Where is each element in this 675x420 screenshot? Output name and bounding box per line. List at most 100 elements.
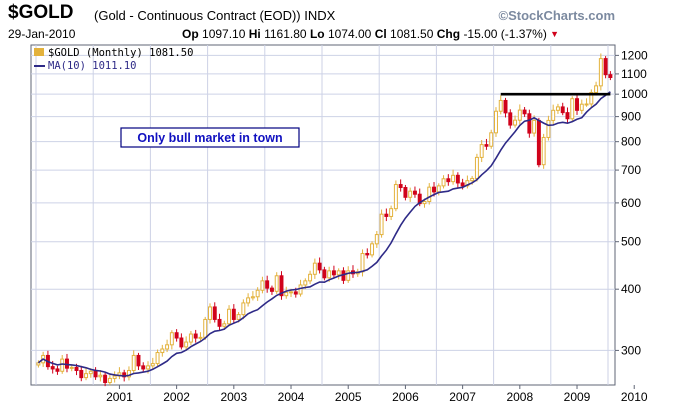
low-label: Lo	[309, 27, 325, 41]
y-tick-label: 1100	[621, 67, 647, 81]
candle-body	[527, 113, 532, 134]
candle-body	[517, 109, 522, 121]
candle-body	[250, 296, 255, 299]
candle-body	[69, 366, 74, 369]
ohlc-summary: Op 1097.10 Hi 1161.80 Lo 1074.00 Cl 1081…	[182, 27, 559, 41]
candle-body	[422, 200, 427, 205]
x-tick-label: 2005	[335, 390, 362, 404]
candle-body	[522, 109, 527, 115]
candle-body	[327, 270, 332, 279]
candle-body	[279, 275, 284, 297]
y-tick-label: 800	[621, 135, 641, 149]
candle-body	[131, 354, 136, 371]
candle-body	[370, 243, 375, 256]
y-tick-label: 500	[621, 235, 641, 249]
candle-body	[346, 270, 351, 281]
quote-date: 29-Jan-2010	[8, 27, 76, 41]
candle-body	[365, 253, 370, 256]
candle-body	[74, 366, 79, 371]
candle-body	[446, 178, 451, 183]
candle-body	[193, 333, 198, 339]
candle-body	[255, 289, 260, 298]
x-tick-label: 2007	[449, 390, 476, 404]
x-tick-label: 2001	[106, 390, 133, 404]
candle-body	[427, 186, 432, 202]
chart-frame: $GOLD (Gold - Continuous Contract (EOD))…	[8, 0, 619, 420]
candle-body	[470, 177, 475, 182]
description-text: (Gold - Continuous Contract (EOD))	[94, 8, 301, 23]
candle-body	[198, 336, 203, 339]
candle-body	[160, 348, 165, 354]
annotation-border	[120, 127, 300, 148]
candle-body	[551, 109, 556, 121]
candle-body	[603, 58, 608, 76]
candle-body	[312, 262, 317, 275]
candle-body	[203, 318, 208, 338]
candle-body	[498, 99, 503, 112]
candle-body	[436, 185, 441, 193]
down-arrow-icon: ▼	[550, 29, 560, 39]
y-tick-label: 1000	[621, 87, 648, 101]
price-legend-label: $GOLD (Monthly) 1081.50	[48, 47, 193, 59]
symbol-title: $GOLD	[8, 2, 74, 23]
candle-body	[579, 103, 584, 111]
annotation-box: Only bull market in town	[120, 127, 300, 148]
candle-body	[546, 119, 551, 138]
y-tick-label: 600	[621, 196, 641, 210]
candle-body	[584, 103, 589, 106]
candle-body	[408, 190, 413, 198]
candle-body	[126, 369, 131, 378]
candle-body	[155, 352, 160, 365]
candle-body	[65, 358, 69, 369]
candle-body	[560, 106, 565, 114]
candle-body	[432, 186, 436, 193]
annotation-text: Only bull market in town	[137, 131, 282, 145]
candle-body	[374, 234, 379, 245]
high-value: 1161.80	[264, 27, 307, 41]
candle-body	[403, 187, 408, 198]
candle-body	[136, 354, 141, 367]
candle-body	[265, 280, 270, 289]
candle-body	[489, 132, 494, 147]
plot-area	[30, 44, 616, 386]
candle-body	[494, 110, 498, 134]
candle-body	[336, 270, 341, 276]
candle-body	[141, 365, 146, 370]
candle-body	[298, 284, 303, 295]
candle-body	[575, 98, 579, 111]
y-tick-label: 300	[621, 343, 641, 357]
candle-body	[608, 74, 613, 79]
ma-legend-label: MA(10) 1011.10	[48, 60, 137, 72]
candle-body	[393, 184, 398, 210]
candle-body	[289, 291, 293, 294]
y-axis-ticks: 300 400 500 600 700 800 900 1000 1100 1200	[615, 48, 648, 357]
candle-body	[284, 291, 289, 297]
candle-body	[398, 184, 403, 189]
candle-body	[36, 362, 41, 366]
candle-body	[451, 174, 456, 183]
candle-body	[88, 370, 93, 375]
candle-body	[565, 112, 570, 120]
candle-body	[269, 287, 274, 292]
change-value: -15.00 (-1.37%)	[463, 27, 547, 41]
low-value: 1074.00	[327, 27, 372, 41]
candle-body	[79, 369, 84, 379]
candle-body	[222, 323, 227, 327]
candle-body	[103, 374, 108, 384]
candle-body	[322, 269, 327, 279]
candle-body	[460, 182, 465, 187]
candle-body	[60, 358, 65, 372]
y-tick-label: 700	[621, 163, 641, 177]
candle-body	[231, 308, 236, 320]
candle-body	[412, 190, 417, 195]
candle-body	[455, 174, 460, 184]
candle-body	[146, 365, 150, 370]
candle-body	[508, 112, 513, 126]
candle-body	[274, 275, 279, 292]
candle-body	[331, 270, 336, 276]
x-tick-label: 2008	[506, 390, 533, 404]
candle-body	[208, 306, 212, 320]
high-label: Hi	[248, 27, 261, 41]
candle-body	[484, 144, 489, 147]
